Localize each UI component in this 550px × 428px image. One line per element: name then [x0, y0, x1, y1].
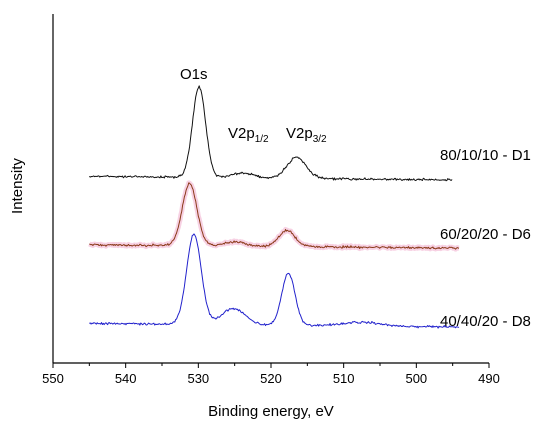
x-tick-label: 520 [260, 371, 282, 386]
peak-annotation: V2p3/2 [286, 125, 327, 145]
label-layer: 80/10/10 - D1 60/20/20 - D6 40/40/20 - D8 O… [180, 66, 531, 330]
series-label: 80/10/10 - D1 [440, 147, 531, 164]
series-line [88, 85, 453, 182]
x-tick-label: 550 [42, 371, 64, 386]
series-line [89, 182, 460, 250]
series-glow [87, 180, 461, 252]
peak-annotation: O1s [180, 66, 208, 83]
series-layer [87, 85, 461, 329]
x-tick-label: 540 [115, 371, 137, 386]
y-axis-title: Intensity [9, 158, 26, 214]
x-tick-label: 510 [333, 371, 355, 386]
x-axis-title: Binding energy, eV [208, 403, 334, 420]
series-line [89, 233, 460, 329]
x-tick-label: 490 [478, 371, 500, 386]
series-label: 60/20/20 - D6 [440, 226, 531, 243]
peak-annotation: V2p1/2 [228, 125, 269, 145]
series-label: 40/40/20 - D8 [440, 313, 531, 330]
x-tick-label: 500 [405, 371, 427, 386]
axes: 550 540 530 520 510 500 490 [42, 14, 500, 386]
x-tick-label: 530 [187, 371, 209, 386]
